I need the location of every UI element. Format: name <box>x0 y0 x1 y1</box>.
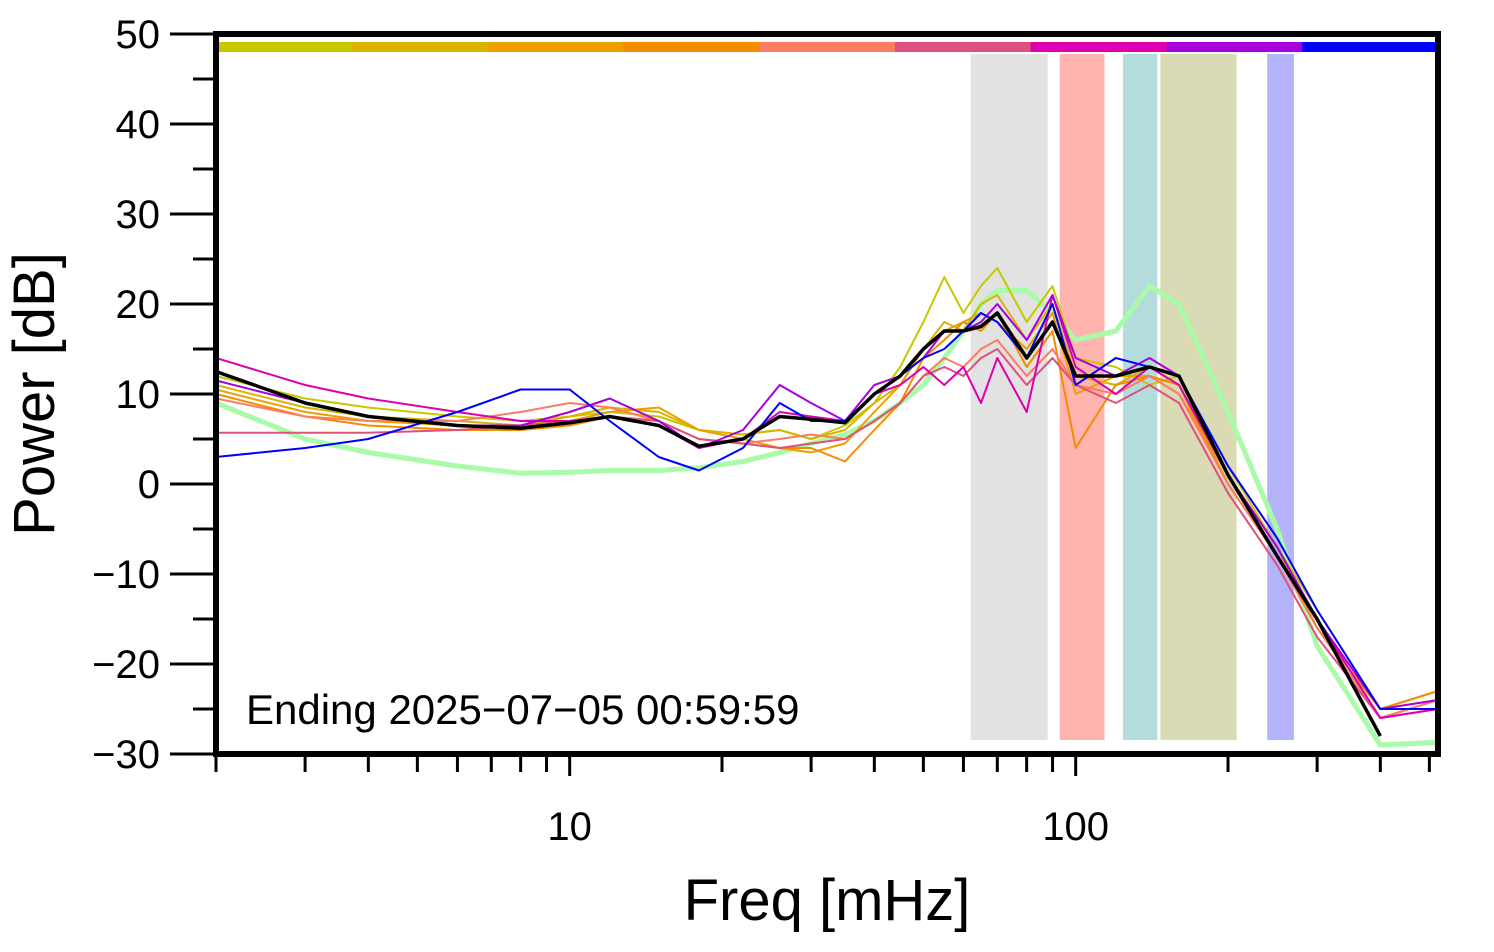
color-bar-segment <box>216 42 353 52</box>
color-bar-segment <box>894 42 1032 52</box>
series-line <box>216 303 1438 710</box>
x-axis-title: Freq [mHz] <box>684 868 971 933</box>
frequency-band <box>1160 54 1237 740</box>
plot-frame <box>213 31 1441 757</box>
series-line <box>216 267 1438 710</box>
series-line <box>216 311 1382 737</box>
series-line <box>216 294 1438 719</box>
color-bar-segment <box>623 42 760 52</box>
background-layer <box>216 42 1439 740</box>
color-bar-segment <box>1030 42 1167 52</box>
frequency-band <box>1059 54 1105 740</box>
series-line <box>216 294 1438 710</box>
y-tick-label: 50 <box>116 13 161 57</box>
color-bar-segment <box>759 42 896 52</box>
series-line <box>216 348 1438 719</box>
y-tick-label: −20 <box>92 643 160 687</box>
series-line <box>216 339 1438 719</box>
color-bar-segment <box>487 42 624 52</box>
annotation: Ending 2025−07−05 00:59:59 <box>246 686 800 733</box>
y-tick-label: 0 <box>138 463 160 507</box>
lines-layer <box>216 267 1438 748</box>
color-bar-segment <box>351 42 489 52</box>
color-bar-segment <box>1302 42 1439 52</box>
axes-layer: −30 −20 −10 0 10 20 30 40 50 10 100 <box>92 13 1441 849</box>
frequency-band <box>1267 54 1294 740</box>
y-tick-label: 40 <box>116 103 161 147</box>
y-tick-label: 10 <box>116 373 161 417</box>
y-axis-title: Power [dB] <box>2 252 67 536</box>
y-tick-label: 20 <box>116 283 161 327</box>
series-line <box>216 283 1438 748</box>
x-tick-label: 10 <box>547 805 592 849</box>
y-tick-label: −30 <box>92 733 160 777</box>
y-tick-label: −10 <box>92 553 160 597</box>
x-tick-label: 100 <box>1042 805 1109 849</box>
color-bar-segment <box>1166 42 1303 52</box>
y-tick-label: 30 <box>116 193 161 237</box>
